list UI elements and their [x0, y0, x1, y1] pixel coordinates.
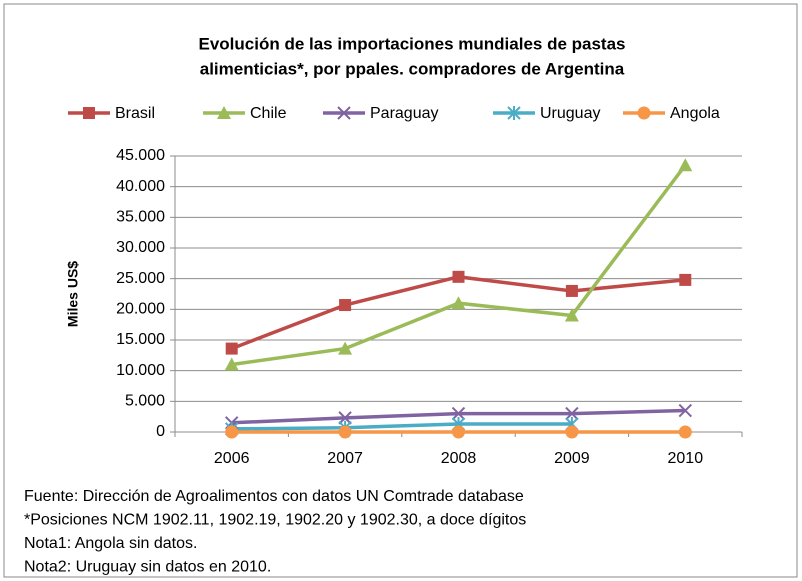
point [225, 425, 239, 439]
series-line [231, 422, 572, 431]
point [452, 270, 465, 283]
legend-label: Paraguay [370, 105, 439, 122]
x-tick-label: 2008 [441, 450, 477, 467]
point [678, 403, 693, 418]
point [678, 158, 693, 172]
y-tick-label: 40.000 [116, 178, 165, 195]
point [564, 308, 579, 322]
legend-marker [507, 106, 521, 120]
chart-title: alimenticias*, por ppales. compradores d… [200, 59, 625, 78]
note: Nota2: Uruguay sin datos en 2010. [24, 559, 271, 576]
y-tick-label: 25.000 [116, 270, 165, 287]
x-tick-label: 2007 [327, 450, 363, 467]
point [452, 425, 465, 439]
y-tick-label: 10.000 [116, 362, 165, 379]
y-tick-label: 15.000 [116, 331, 165, 348]
x-tick-label: 2006 [214, 450, 250, 467]
chart-title: Evolución de las importaciones mundiales… [198, 34, 625, 53]
legend-label: Chile [250, 105, 287, 122]
legend-label: Brasil [115, 105, 155, 122]
point [565, 425, 579, 439]
note: Fuente: Dirección de Agroalimentos con d… [24, 488, 524, 505]
point [565, 284, 578, 297]
legend-label: Uruguay [540, 105, 600, 122]
note: Nota1: Angola sin datos. [24, 535, 197, 552]
point [451, 296, 466, 310]
x-tick-label: 2009 [554, 450, 590, 467]
y-tick-label: 45.000 [116, 147, 165, 164]
point [451, 406, 466, 421]
legend-label: Angola [670, 105, 720, 122]
note: *Posiciones NCM 1902.11, 1902.19, 1902.2… [24, 512, 526, 529]
y-axis-label: Miles US$ [65, 261, 81, 327]
y-tick-label: 5.000 [125, 393, 165, 410]
point [225, 342, 238, 355]
point [565, 406, 579, 421]
y-tick-label: 30.000 [116, 239, 165, 256]
legend-marker [637, 106, 651, 120]
point [224, 357, 239, 371]
point [679, 273, 692, 286]
x-tick-label: 2010 [668, 450, 704, 467]
point [678, 425, 692, 439]
y-tick-label: 0 [156, 423, 165, 440]
point [338, 341, 353, 355]
legend-marker [337, 106, 351, 120]
point [338, 411, 352, 425]
legend-marker [217, 106, 231, 119]
y-tick-label: 20.000 [116, 301, 165, 318]
point [339, 299, 352, 312]
legend-marker [83, 107, 95, 119]
point [338, 425, 352, 439]
y-tick-label: 35.000 [116, 209, 165, 226]
